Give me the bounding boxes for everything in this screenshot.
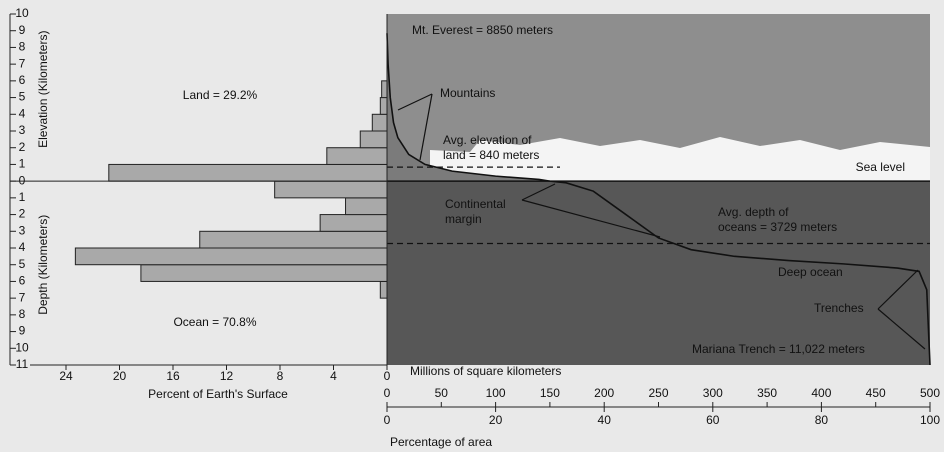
- bar: [380, 281, 387, 298]
- x-tick-label: 0: [384, 369, 391, 383]
- chart: 111098765432101234567891024201612840Perc…: [0, 0, 944, 452]
- y-tick-label: 3: [19, 223, 26, 237]
- y-tick-label: 5: [19, 257, 26, 271]
- x-axis-label: Millions of square kilometers: [410, 364, 561, 378]
- bar: [275, 181, 387, 198]
- x2-axis-label: Percentage of area: [390, 435, 492, 449]
- bar: [109, 164, 387, 181]
- bar: [346, 198, 387, 215]
- bar: [382, 81, 387, 98]
- y-axis-label: Elevation (Kilometers): [36, 31, 50, 148]
- y-tick-label: 11: [16, 357, 29, 371]
- x-tick-label: 450: [866, 386, 886, 400]
- x-tick-label: 20: [113, 369, 127, 383]
- x-tick-label: 12: [220, 369, 234, 383]
- y-tick-label: 6: [19, 274, 26, 288]
- x-tick-label: 100: [486, 386, 506, 400]
- y-tick-label: 3: [19, 123, 26, 137]
- y-tick-label: 1: [19, 157, 26, 171]
- x-tick-label: 8: [277, 369, 284, 383]
- y-tick-label: 6: [19, 73, 26, 87]
- y-tick-label: 7: [19, 56, 26, 70]
- x2-tick-label: 0: [384, 413, 391, 427]
- y-tick-label: 9: [19, 324, 26, 338]
- y-tick-label: 2: [19, 207, 26, 221]
- y-tick-label: 8: [19, 40, 26, 54]
- y-tick-label: 10: [15, 340, 29, 354]
- bar: [360, 131, 387, 148]
- bar: [380, 98, 387, 115]
- x-tick-label: 0: [384, 386, 391, 400]
- annotation: Deep ocean: [778, 265, 843, 279]
- y-tick-label: 8: [19, 307, 26, 321]
- annotation: Mountains: [440, 86, 495, 100]
- x-tick-label: 4: [330, 369, 337, 383]
- bar: [372, 114, 387, 131]
- x-tick-label: 150: [540, 386, 560, 400]
- annotation: Avg. elevation of: [443, 133, 532, 147]
- x-tick-label: 400: [811, 386, 831, 400]
- x-tick-label: 350: [757, 386, 777, 400]
- annotation: oceans = 3729 meters: [718, 220, 837, 234]
- x-tick-label: 250: [648, 386, 668, 400]
- annotation: Land = 29.2%: [183, 88, 258, 102]
- x-tick-label: 50: [435, 386, 449, 400]
- bar: [327, 148, 387, 165]
- annotation: Mt. Everest = 8850 meters: [412, 23, 553, 37]
- x2-tick-label: 80: [815, 413, 829, 427]
- x-tick-label: 24: [59, 369, 73, 383]
- annotation: Trenches: [814, 301, 864, 315]
- annotation: Sea level: [856, 160, 905, 174]
- x-tick-label: 200: [594, 386, 614, 400]
- x-axis-label: Percent of Earth's Surface: [148, 387, 288, 401]
- x2-tick-label: 100: [920, 413, 940, 427]
- y-tick-label: 4: [19, 106, 26, 120]
- x2-tick-label: 20: [489, 413, 503, 427]
- annotation: land = 840 meters: [443, 148, 539, 162]
- annotation: Avg. depth of: [718, 205, 789, 219]
- y-tick-label: 2: [19, 140, 26, 154]
- annotation: Ocean = 70.8%: [173, 315, 256, 329]
- y-tick-label: 9: [19, 23, 26, 37]
- y-tick-label: 0: [19, 173, 26, 187]
- x2-tick-label: 40: [598, 413, 612, 427]
- y-tick-label: 1: [19, 190, 26, 204]
- annotation: Continental: [445, 197, 506, 211]
- y-tick-label: 5: [19, 90, 26, 104]
- bar: [141, 265, 387, 282]
- x2-tick-label: 60: [706, 413, 720, 427]
- x-tick-label: 500: [920, 386, 940, 400]
- bar: [200, 231, 387, 248]
- bar: [320, 215, 387, 232]
- y-axis-label: Depth (Kilometers): [36, 215, 50, 315]
- y-tick-label: 7: [19, 290, 26, 304]
- annotation: Mariana Trench = 11,022 meters: [692, 342, 865, 356]
- y-tick-label: 10: [15, 6, 29, 20]
- y-tick-label: 4: [19, 240, 26, 254]
- bar: [75, 248, 387, 265]
- annotation: margin: [445, 212, 482, 226]
- x-tick-label: 300: [703, 386, 723, 400]
- x-tick-label: 16: [166, 369, 180, 383]
